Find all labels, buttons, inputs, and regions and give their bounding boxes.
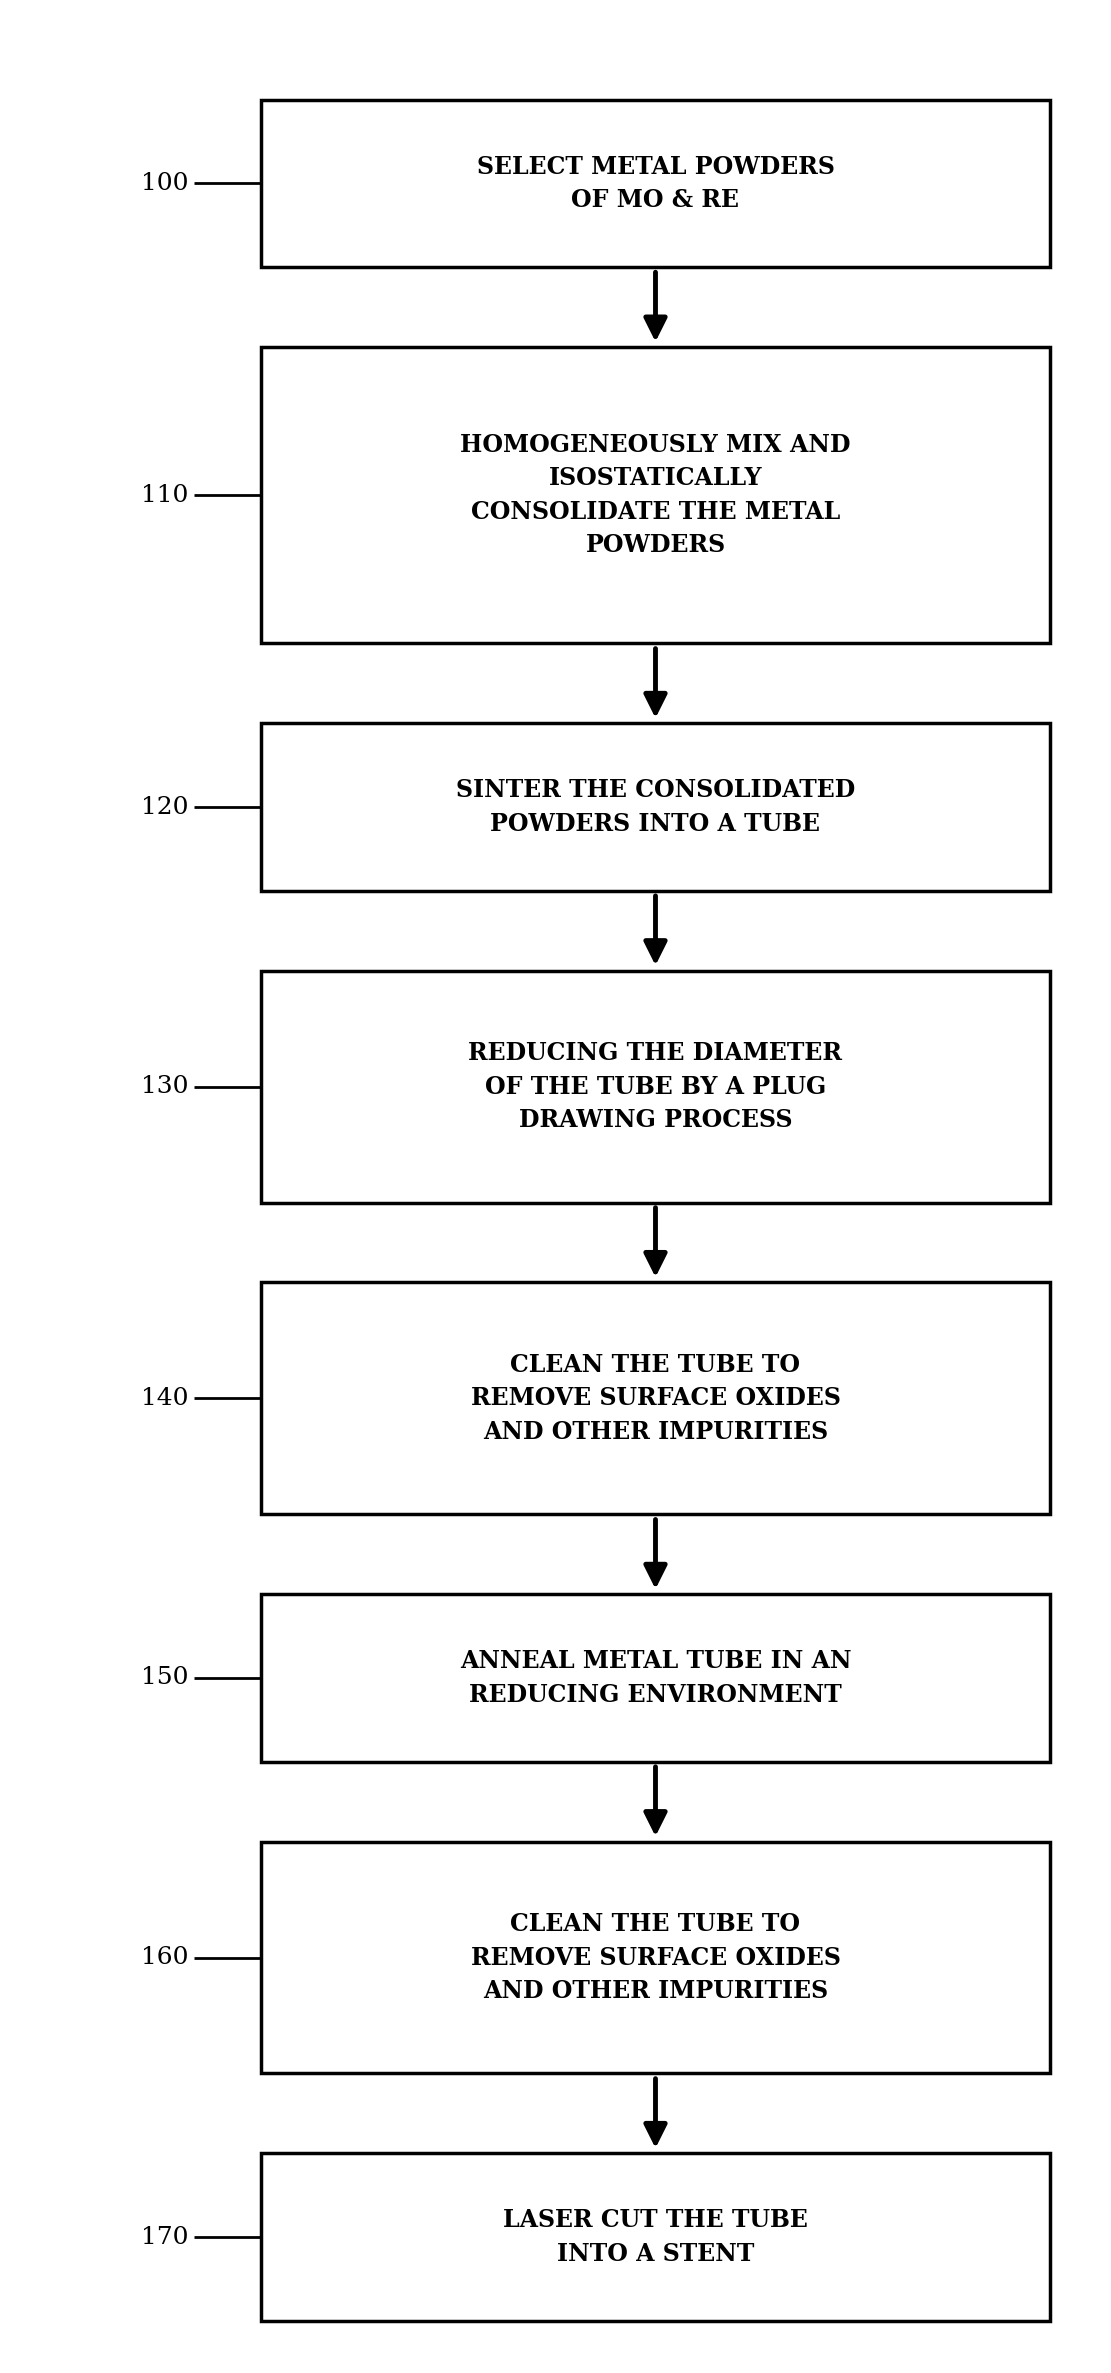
Text: SINTER THE CONSOLIDATED
POWDERS INTO A TUBE: SINTER THE CONSOLIDATED POWDERS INTO A T… [456,778,855,835]
Text: REDUCING THE DIAMETER
OF THE TUBE BY A PLUG
DRAWING PROCESS: REDUCING THE DIAMETER OF THE TUBE BY A P… [469,1042,842,1132]
Text: 110: 110 [141,484,189,508]
Bar [261,724,1050,890]
Text: HOMOGENEOUSLY MIX AND
ISOSTATICALLY
CONSOLIDATE THE METAL
POWDERS: HOMOGENEOUSLY MIX AND ISOSTATICALLY CONS… [460,432,851,558]
Bar [261,971,1050,1203]
Text: 150: 150 [141,1666,189,1690]
Text: 120: 120 [141,795,189,819]
Text: 130: 130 [141,1075,189,1099]
Text: 160: 160 [141,1946,189,1970]
Bar [261,2152,1050,2321]
Bar [261,100,1050,268]
Text: 170: 170 [141,2226,189,2250]
Text: CLEAN THE TUBE TO
REMOVE SURFACE OXIDES
AND OTHER IMPURITIES: CLEAN THE TUBE TO REMOVE SURFACE OXIDES … [471,1353,840,1443]
Text: ANNEAL METAL TUBE IN AN
REDUCING ENVIRONMENT: ANNEAL METAL TUBE IN AN REDUCING ENVIRON… [460,1649,851,1706]
Text: 140: 140 [141,1386,189,1410]
Bar [261,1841,1050,2074]
Text: CLEAN THE TUBE TO
REMOVE SURFACE OXIDES
AND OTHER IMPURITIES: CLEAN THE TUBE TO REMOVE SURFACE OXIDES … [471,1913,840,2003]
Bar [261,1595,1050,1761]
Text: LASER CUT THE TUBE
INTO A STENT: LASER CUT THE TUBE INTO A STENT [503,2209,808,2266]
Bar [261,346,1050,643]
Text: 100: 100 [141,171,189,195]
Text: SELECT METAL POWDERS
OF MO & RE: SELECT METAL POWDERS OF MO & RE [477,154,834,211]
Bar [261,1281,1050,1514]
